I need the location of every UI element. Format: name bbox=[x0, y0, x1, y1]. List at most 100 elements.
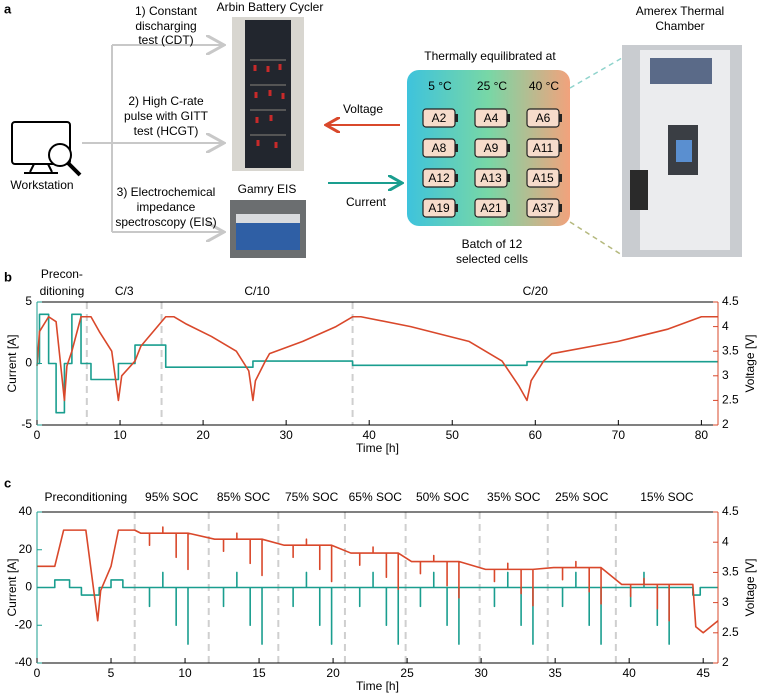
x-tick-label: 30 bbox=[474, 666, 488, 680]
temperature-label: 25 °C bbox=[477, 79, 507, 93]
cell-terminal bbox=[559, 144, 562, 152]
panel-label: b bbox=[4, 269, 12, 284]
cell-grid: A2 A4 A6 A8 A9 A11 A12 A13 A15 A19 A21 A37 bbox=[422, 108, 562, 218]
x-tick-label: 35 bbox=[548, 666, 562, 680]
cell-label: A21 bbox=[480, 201, 502, 215]
cell-label: A2 bbox=[432, 111, 447, 125]
x-tick-label: 20 bbox=[326, 666, 340, 680]
y-tick-label: 0 bbox=[25, 356, 32, 370]
cell-terminal bbox=[559, 114, 562, 122]
workstation-label: Workstation bbox=[10, 178, 73, 192]
y2-tick-label: 3 bbox=[722, 368, 729, 382]
phase-label: 65% SOC bbox=[349, 490, 403, 504]
panel-label: a bbox=[4, 1, 12, 16]
cell-label: A9 bbox=[484, 141, 499, 155]
y-tick-label: -40 bbox=[15, 655, 33, 669]
x-tick-label: 30 bbox=[279, 428, 293, 442]
cell-terminal bbox=[559, 174, 562, 182]
cell-label: A37 bbox=[532, 201, 554, 215]
y2-tick-label: 2.5 bbox=[722, 625, 739, 639]
test-arrows bbox=[82, 45, 222, 232]
cycler-label: Arbin Battery Cycler bbox=[217, 0, 324, 14]
test-label: impedance bbox=[137, 200, 196, 214]
arrow-label: Current bbox=[346, 195, 387, 209]
x-tick-label: 60 bbox=[529, 428, 543, 442]
y-tick-label: 20 bbox=[19, 542, 33, 556]
y2-tick-label: 3.5 bbox=[722, 343, 739, 357]
cell-label: A6 bbox=[536, 111, 551, 125]
temperature-label: 5 °C bbox=[428, 79, 452, 93]
phase-label: 50% SOC bbox=[416, 490, 470, 504]
test-label: discharging bbox=[135, 19, 196, 33]
x-tick-label: 40 bbox=[622, 666, 636, 680]
cell-label: A19 bbox=[428, 201, 450, 215]
y-tick-label: -20 bbox=[15, 617, 33, 631]
phase-label: 25% SOC bbox=[555, 490, 609, 504]
y2-tick-label: 4 bbox=[722, 319, 729, 333]
x-tick-label: 70 bbox=[612, 428, 626, 442]
chamber-label: Amerex Thermal bbox=[636, 4, 724, 18]
x-axis-label: Time [h] bbox=[356, 441, 399, 455]
x-tick-label: 40 bbox=[363, 428, 377, 442]
y-tick-label: -5 bbox=[21, 417, 32, 431]
phase-label: C/3 bbox=[115, 284, 134, 298]
phase-label: C/20 bbox=[523, 284, 549, 298]
panel-label: c bbox=[4, 475, 11, 490]
temperature-label: 40 °C bbox=[529, 79, 559, 93]
x-tick-label: 5 bbox=[108, 666, 115, 680]
x-tick-label: 0 bbox=[34, 666, 41, 680]
test-label: 3) Electrochemical bbox=[117, 185, 216, 199]
x-axis-label: Time [h] bbox=[356, 679, 399, 693]
phase-label: 35% SOC bbox=[487, 490, 541, 504]
y2-tick-label: 3 bbox=[722, 595, 729, 609]
test-label: test (CDT) bbox=[138, 33, 193, 47]
cell-label: A12 bbox=[428, 171, 450, 185]
y-axis-label: Current [A] bbox=[5, 334, 19, 392]
y2-tick-label: 4.5 bbox=[722, 504, 739, 518]
phase-label: Precon- bbox=[41, 267, 83, 281]
y-axis-label: Current [A] bbox=[5, 558, 19, 616]
test-label: 1) Constant bbox=[135, 4, 198, 18]
cell-terminal bbox=[507, 204, 510, 212]
data-line bbox=[37, 526, 719, 634]
connector bbox=[569, 57, 623, 89]
phase-label: 15% SOC bbox=[640, 490, 694, 504]
arrow-label: Voltage bbox=[343, 102, 383, 116]
y2-axis-label: Voltage [V] bbox=[743, 334, 757, 392]
y-tick-label: 40 bbox=[19, 504, 33, 518]
x-tick-label: 50 bbox=[446, 428, 460, 442]
cell-terminal bbox=[455, 204, 458, 212]
connector bbox=[569, 221, 623, 256]
phase-label: 75% SOC bbox=[285, 490, 339, 504]
test-label: 2) High C-rate bbox=[128, 94, 204, 108]
y2-axis-label: Voltage [V] bbox=[743, 558, 757, 616]
chamber-label: Chamber bbox=[655, 19, 704, 33]
workstation-icon bbox=[11, 121, 82, 177]
cell-terminal bbox=[507, 174, 510, 182]
x-tick-label: 20 bbox=[196, 428, 210, 442]
cell-terminal bbox=[507, 144, 510, 152]
batch-label: selected cells bbox=[456, 252, 528, 266]
cycler-photo bbox=[232, 17, 304, 171]
cell-label: A8 bbox=[432, 141, 447, 155]
eis-photo bbox=[230, 200, 306, 258]
phase-label: ditioning bbox=[40, 284, 85, 298]
test-label: spectroscopy (EIS) bbox=[115, 215, 216, 229]
y-tick-label: 0 bbox=[25, 580, 32, 594]
y2-tick-label: 2 bbox=[722, 655, 729, 669]
cell-label: A11 bbox=[533, 141, 554, 155]
y2-tick-label: 3.5 bbox=[722, 565, 739, 579]
y2-tick-label: 4 bbox=[722, 534, 729, 548]
x-tick-label: 45 bbox=[697, 666, 711, 680]
cell-terminal bbox=[559, 204, 562, 212]
chamber-photo bbox=[622, 45, 742, 257]
cell-label: A4 bbox=[484, 111, 499, 125]
test-label: test (HCGT) bbox=[134, 124, 199, 138]
phase-label: 95% SOC bbox=[145, 490, 199, 504]
cell-terminal bbox=[455, 144, 458, 152]
test-label: pulse with GITT bbox=[124, 109, 209, 123]
cell-terminal bbox=[455, 174, 458, 182]
cell-label: A15 bbox=[532, 171, 554, 185]
x-tick-label: 80 bbox=[695, 428, 709, 442]
x-tick-label: 10 bbox=[113, 428, 127, 442]
